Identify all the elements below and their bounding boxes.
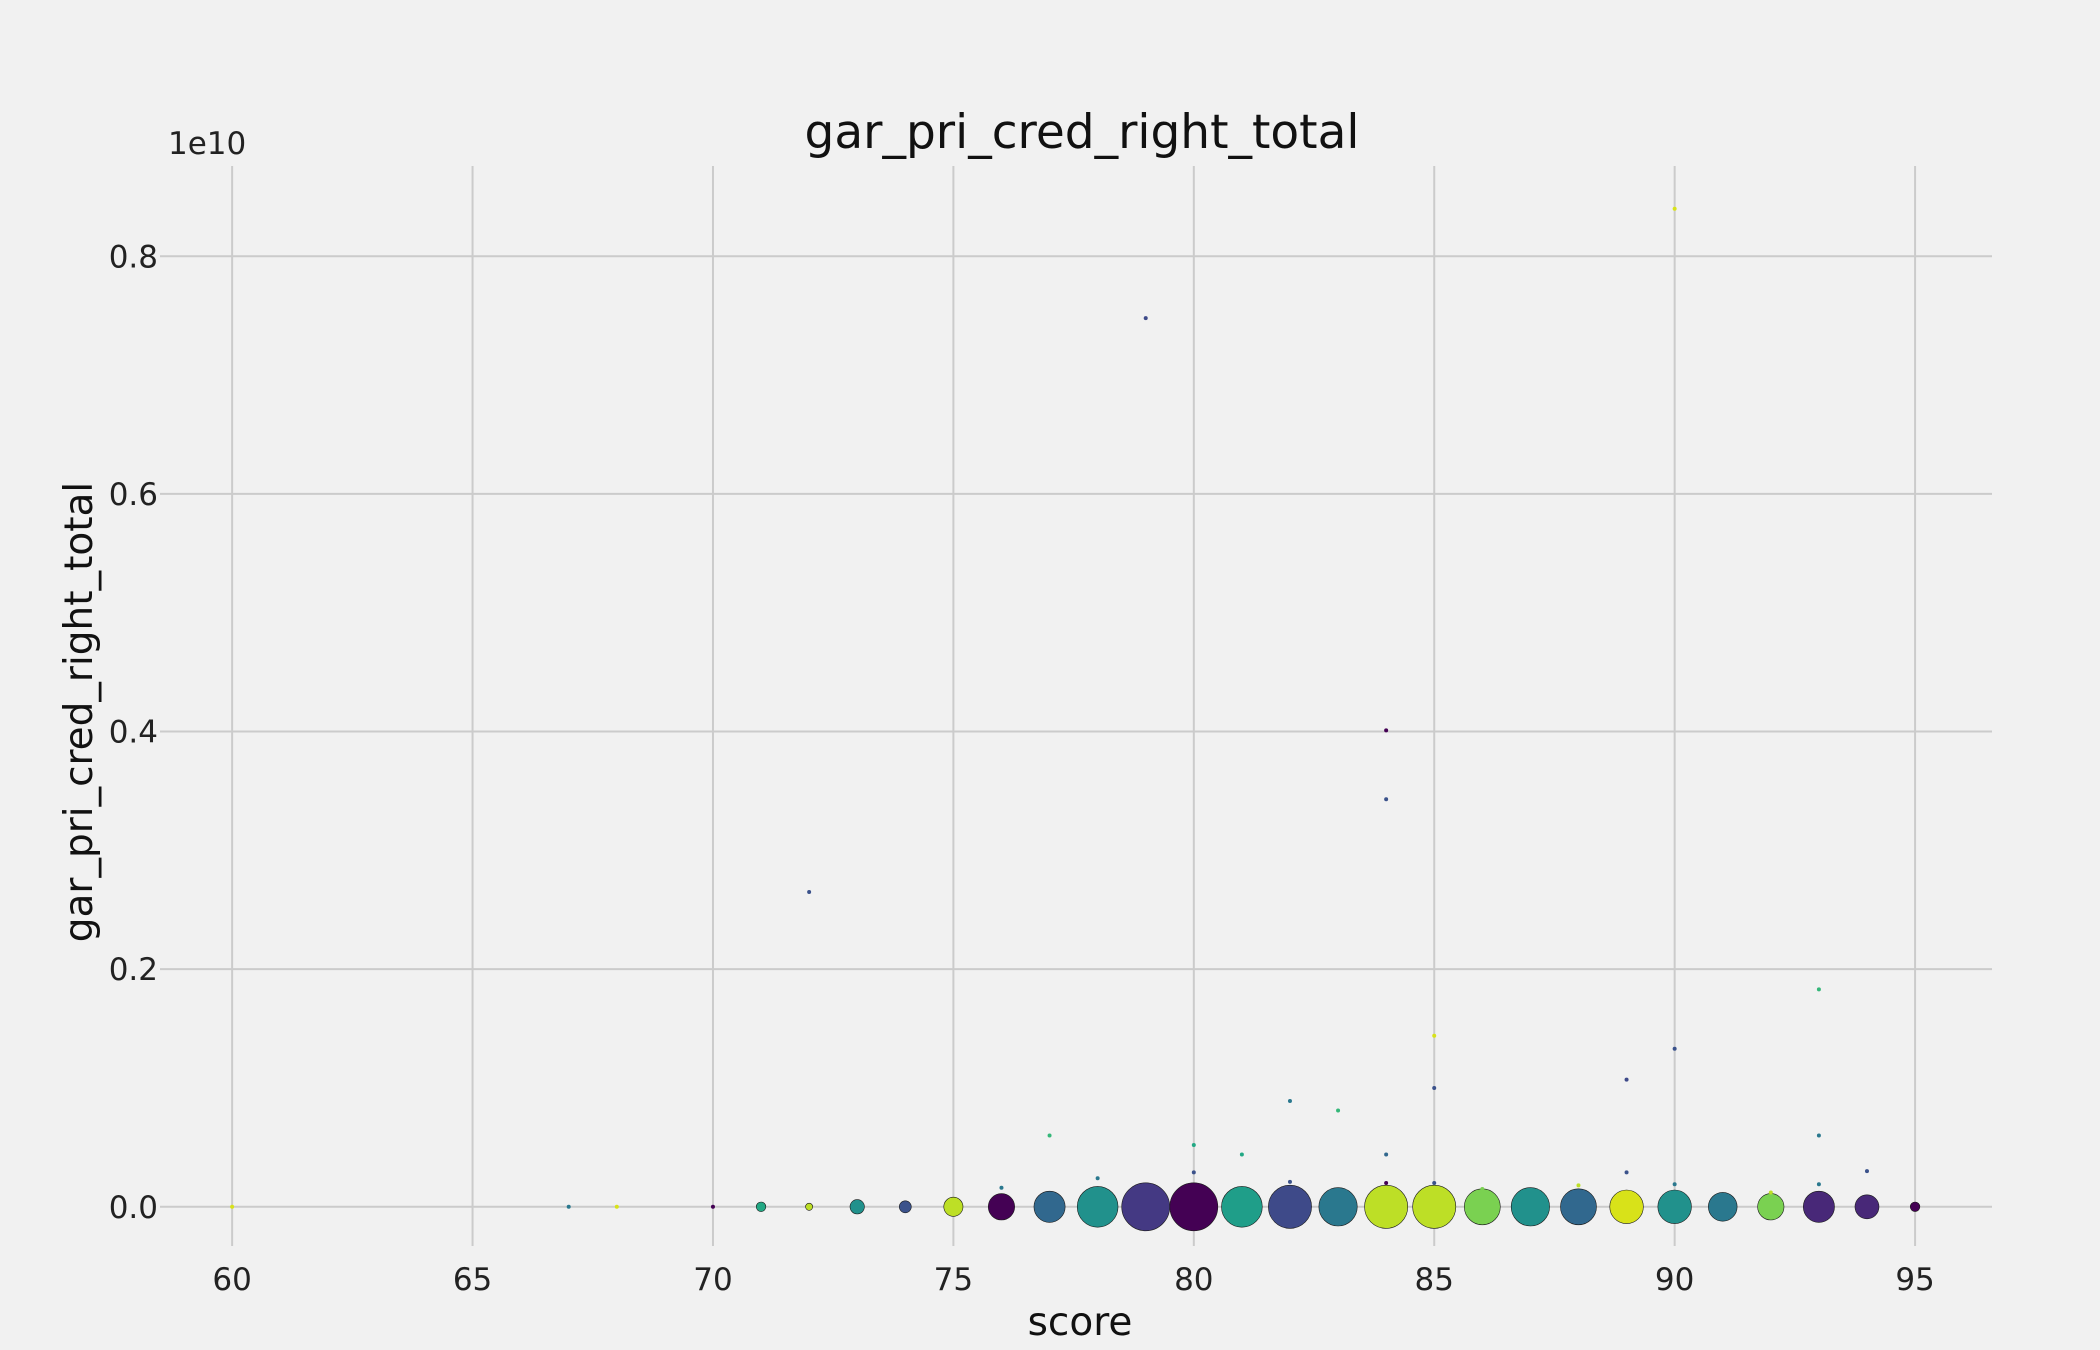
x-tick-label: 65 [453, 1262, 492, 1298]
scatter-point [1864, 1169, 1869, 1174]
y-tick-label: 0.8 [109, 239, 158, 275]
scatter-point [1384, 1152, 1389, 1157]
x-tick-labels: 60 65 70 75 80 85 90 95 [212, 1262, 1934, 1298]
scatter-point [1384, 1181, 1389, 1186]
scatter-point [805, 1202, 814, 1211]
scatter-point [1318, 1187, 1358, 1227]
scatter-point [999, 1185, 1004, 1190]
scatter-point [1768, 1190, 1773, 1195]
scatter-point [1364, 1184, 1409, 1229]
scatter-point [1480, 1186, 1485, 1191]
x-tick-label: 90 [1655, 1262, 1694, 1298]
scatter-point [1816, 1133, 1821, 1138]
scatter-point [1287, 1179, 1292, 1184]
scatter-point [807, 889, 812, 894]
y-gridlines [160, 255, 1992, 1208]
x-tick-label: 80 [1174, 1262, 1213, 1298]
scatter-point [1757, 1193, 1785, 1221]
scatter-point [1672, 1046, 1677, 1051]
scatter-point [1095, 1176, 1100, 1181]
scatter-point [614, 1204, 619, 1209]
data-points [230, 206, 1921, 1232]
scatter-point [1464, 1188, 1501, 1226]
scatter-point [849, 1199, 865, 1215]
scatter-point [1657, 1189, 1692, 1224]
scatter-point [1412, 1184, 1457, 1229]
y-tick-labels: 0.0 0.2 0.4 0.6 0.8 [109, 239, 158, 1225]
x-gridlines [231, 166, 1917, 1246]
scatter-point [1384, 797, 1389, 802]
scatter-point [1169, 1182, 1219, 1232]
scatter-point [1221, 1186, 1263, 1228]
x-tick-label: 85 [1414, 1262, 1453, 1298]
scatter-point [755, 1201, 767, 1212]
scatter-point [1191, 1143, 1196, 1148]
scatter-point [1708, 1192, 1738, 1222]
scatter-point [1576, 1183, 1581, 1188]
scatter-point [1384, 728, 1389, 733]
scatter-point [1047, 1133, 1052, 1138]
scatter-point [1816, 987, 1821, 992]
scatter-point [1672, 1182, 1677, 1187]
scatter-point [1239, 1152, 1244, 1157]
scatter-point [1510, 1187, 1550, 1227]
scatter-point [943, 1196, 964, 1217]
scatter-point [1432, 1085, 1437, 1090]
scatter-point [1854, 1194, 1880, 1220]
x-tick-label: 75 [934, 1262, 973, 1298]
scatter-point [1909, 1201, 1921, 1212]
x-tick-label: 70 [693, 1262, 732, 1298]
scatter-point [987, 1193, 1015, 1221]
scatter-point [1672, 206, 1677, 211]
scatter-point [1336, 1108, 1341, 1113]
scatter-point [1287, 1099, 1292, 1104]
y-tick-label: 0.2 [109, 952, 158, 988]
scatter-point [1191, 1170, 1196, 1175]
x-tick-label: 60 [212, 1262, 251, 1298]
scatter-point [1033, 1190, 1066, 1223]
scatter-point [1802, 1190, 1835, 1223]
scatter-point [1268, 1184, 1312, 1229]
y-tick-label: 0.0 [109, 1190, 158, 1226]
y-axis-label: gar_pri_cred_right_total [57, 482, 102, 943]
scatter-point [1076, 1186, 1119, 1228]
y-tick-label: 0.6 [109, 477, 158, 513]
x-axis-label: score [1028, 1300, 1133, 1345]
scatter-point [1816, 1182, 1821, 1187]
scatter-point [230, 1204, 235, 1209]
y-tick-label: 0.4 [109, 715, 158, 751]
scatter-point [1609, 1189, 1644, 1224]
y-axis-offset-text: 1e10 [168, 126, 246, 162]
scatter-point [1432, 1033, 1437, 1038]
scatter-point [566, 1204, 571, 1209]
scatter-point [710, 1204, 715, 1209]
scatter-point [1432, 1181, 1437, 1186]
chart-title: gar_pri_cred_right_total [805, 105, 1360, 160]
scatter-point [899, 1200, 912, 1214]
scatter-point [1560, 1188, 1597, 1226]
scatter-point [1121, 1182, 1171, 1232]
scatter-point [1143, 316, 1148, 321]
scatter-point [1624, 1170, 1629, 1175]
scatter-point [1624, 1077, 1629, 1082]
x-tick-label: 95 [1895, 1262, 1934, 1298]
